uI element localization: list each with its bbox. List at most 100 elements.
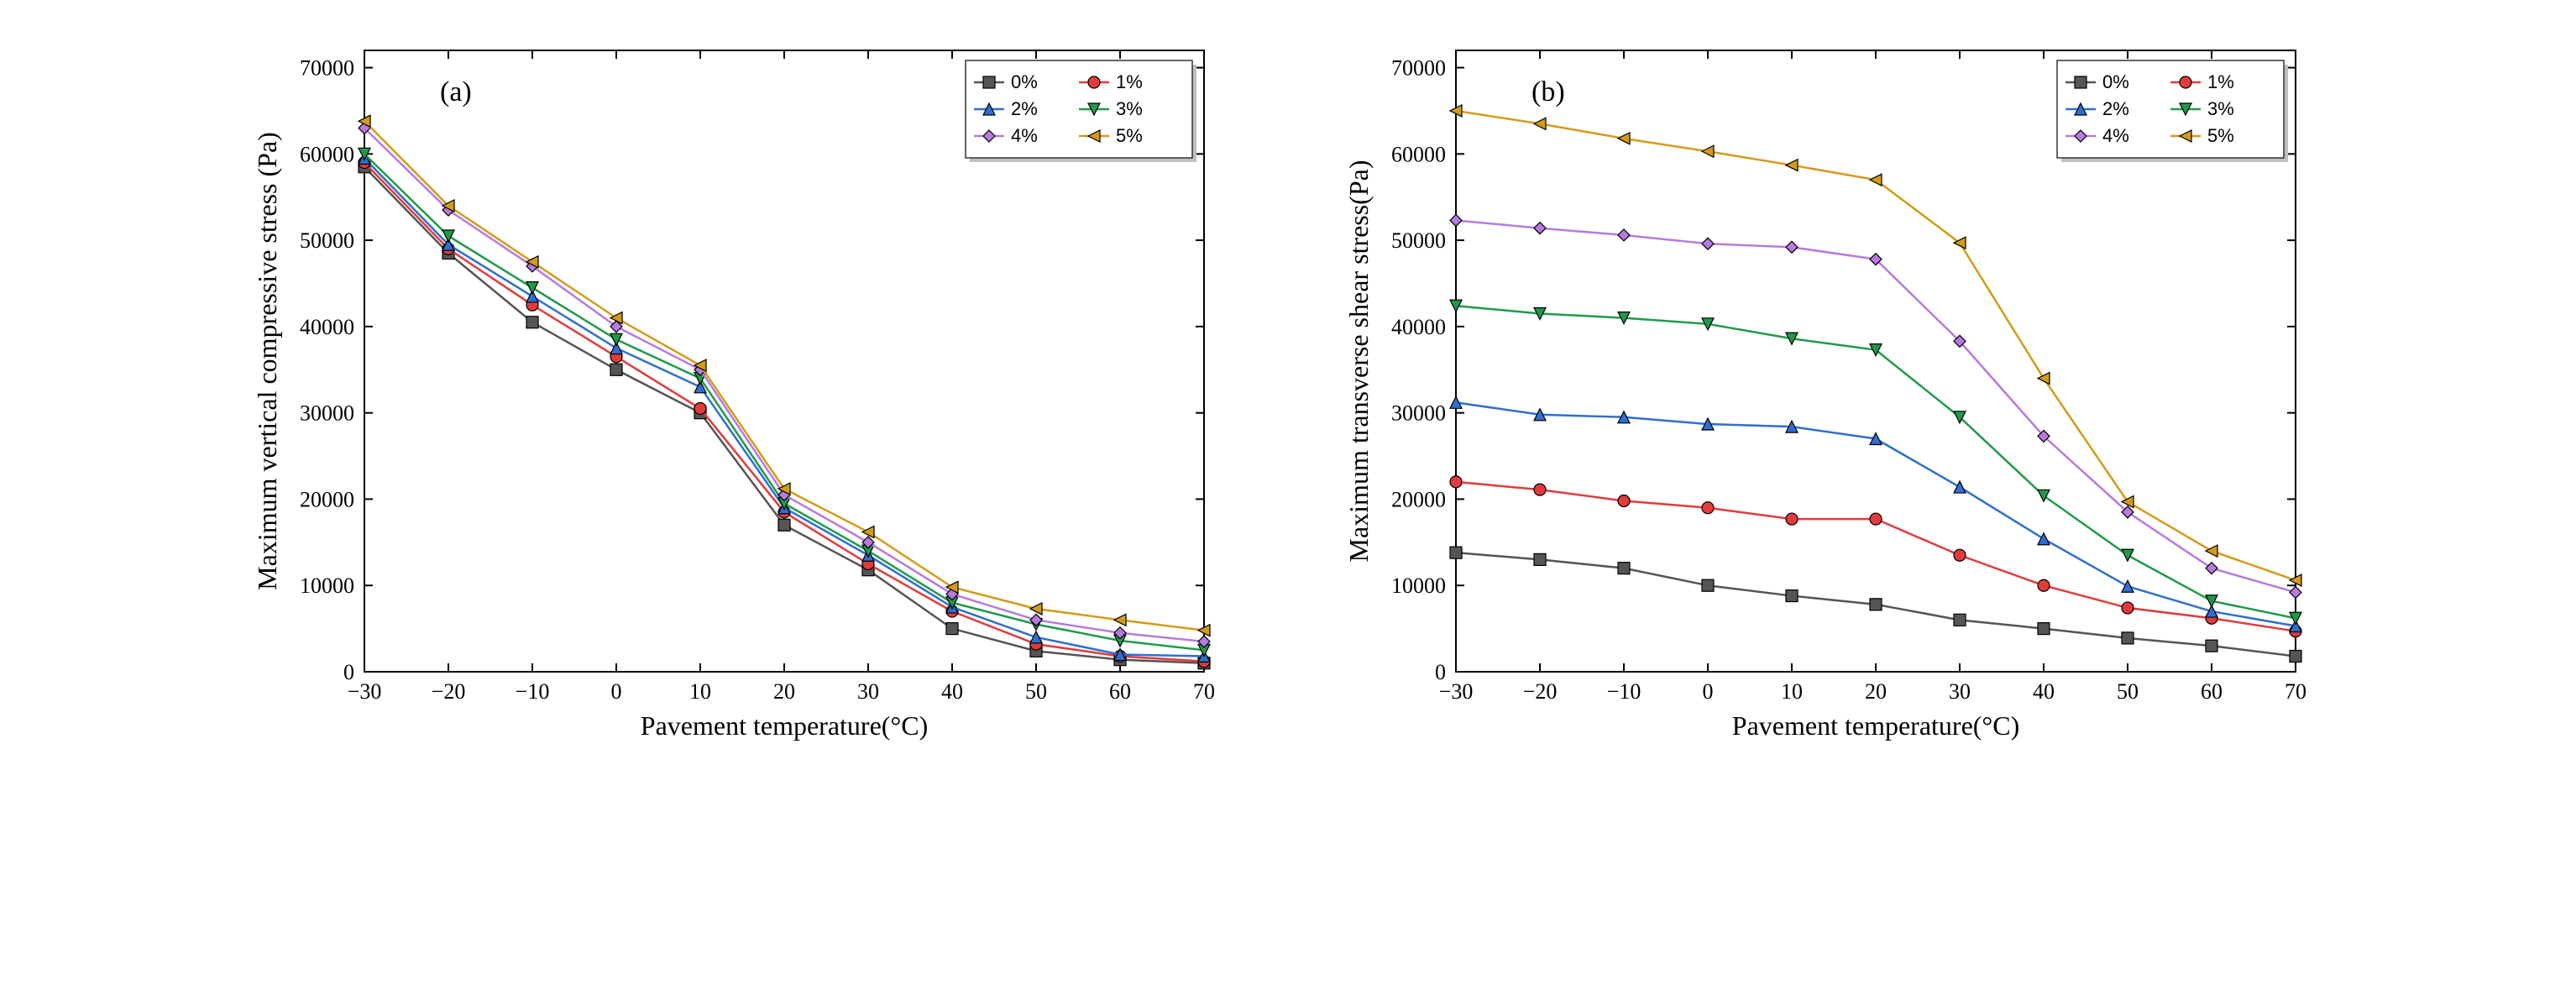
x-tick-label: 60 xyxy=(1109,679,1131,704)
x-tick-label: 0 xyxy=(611,679,622,704)
y-axis-title: Maximum transverse shear stress(Pa) xyxy=(1343,160,1374,563)
series-marker-1% xyxy=(694,403,706,415)
series-marker-1% xyxy=(1618,495,1630,507)
x-axis-title: Pavement temperature(°C) xyxy=(1732,710,2019,741)
series-marker-5% xyxy=(2038,373,2050,385)
x-tick-label: 40 xyxy=(2033,679,2055,704)
x-tick-label: 20 xyxy=(1865,679,1887,704)
series-marker-1% xyxy=(2038,579,2050,591)
series-line-5% xyxy=(364,121,1204,630)
series-marker-0% xyxy=(1618,563,1630,574)
y-tick-label: 50000 xyxy=(1391,228,1446,253)
series-marker-2% xyxy=(1954,481,1966,493)
x-tick-label: 70 xyxy=(1193,679,1215,704)
x-tick-label: 20 xyxy=(773,679,795,704)
legend-marker xyxy=(983,76,995,88)
legend-label: 0% xyxy=(2102,71,2129,92)
series-marker-2% xyxy=(2038,533,2050,545)
x-tick-label: 10 xyxy=(689,679,711,704)
y-tick-label: 10000 xyxy=(300,574,354,598)
y-tick-label: 60000 xyxy=(300,142,354,166)
y-tick-label: 20000 xyxy=(1391,487,1446,511)
series-marker-4% xyxy=(1534,223,1546,234)
series-marker-3% xyxy=(526,282,538,294)
series-marker-4% xyxy=(1618,229,1630,241)
x-tick-label: −10 xyxy=(1607,679,1641,704)
series-line-4% xyxy=(364,128,1204,642)
y-tick-label: 50000 xyxy=(300,228,354,253)
series-marker-0% xyxy=(1450,547,1462,558)
x-tick-label: 50 xyxy=(1025,679,1047,704)
y-tick-label: 0 xyxy=(343,660,354,684)
y-tick-label: 20000 xyxy=(300,487,354,511)
chart-b: −30−20−100102030405060700100002000030000… xyxy=(1330,17,2338,773)
series-marker-0% xyxy=(1702,579,1714,591)
series-marker-5% xyxy=(1030,603,1042,615)
y-tick-label: 10000 xyxy=(1391,574,1446,598)
x-tick-label: 40 xyxy=(941,679,963,704)
series-marker-5% xyxy=(1534,118,1546,129)
x-tick-label: 30 xyxy=(1949,679,1971,704)
series-marker-0% xyxy=(946,623,958,635)
x-tick-label: 30 xyxy=(857,679,879,704)
series-marker-5% xyxy=(1870,174,1882,186)
series-marker-0% xyxy=(1786,590,1798,602)
y-tick-label: 30000 xyxy=(300,401,354,426)
series-marker-4% xyxy=(2206,563,2217,574)
series-marker-1% xyxy=(1534,484,1546,495)
series-line-4% xyxy=(1456,220,2296,592)
series-marker-0% xyxy=(1534,553,1546,565)
series-marker-5% xyxy=(1618,133,1630,144)
panel-label: (b) xyxy=(1531,76,1565,107)
y-tick-label: 0 xyxy=(1435,660,1446,684)
legend-label: 4% xyxy=(1011,125,1038,146)
y-tick-label: 70000 xyxy=(300,56,354,81)
series-marker-5% xyxy=(2206,545,2217,557)
x-tick-label: 10 xyxy=(1781,679,1803,704)
series-marker-1% xyxy=(1702,502,1714,514)
series-marker-5% xyxy=(1114,614,1126,626)
y-axis-title: Maximum vertical compressive stress (Pa) xyxy=(252,132,282,590)
x-tick-label: 70 xyxy=(2285,679,2306,704)
legend-marker xyxy=(2180,76,2191,88)
y-tick-label: 60000 xyxy=(1391,142,1446,166)
x-tick-label: −20 xyxy=(1523,679,1558,704)
x-tick-label: −10 xyxy=(516,679,550,704)
series-marker-3% xyxy=(610,333,622,345)
y-tick-label: 70000 xyxy=(1391,56,1446,81)
legend-label: 1% xyxy=(1116,71,1143,92)
series-marker-0% xyxy=(2122,632,2134,644)
y-tick-label: 40000 xyxy=(1391,315,1446,339)
legend-label: 1% xyxy=(2207,71,2234,92)
series-line-0% xyxy=(364,167,1204,663)
legend-label: 0% xyxy=(1011,71,1038,92)
series-marker-0% xyxy=(610,364,622,375)
series-marker-1% xyxy=(1870,513,1882,525)
series-marker-2% xyxy=(2122,580,2134,592)
legend-marker xyxy=(1088,76,1100,88)
series-marker-0% xyxy=(778,519,790,531)
series-marker-0% xyxy=(1954,614,1966,626)
series-marker-4% xyxy=(1450,214,1462,226)
legend-label: 2% xyxy=(1011,98,1038,119)
chart-a: −30−20−100102030405060700100002000030000… xyxy=(238,17,1246,773)
legend-label: 4% xyxy=(2102,125,2129,146)
legend-label: 2% xyxy=(2102,98,2129,119)
series-marker-5% xyxy=(1786,160,1798,171)
series-marker-1% xyxy=(2122,602,2134,614)
series-marker-4% xyxy=(2290,586,2301,598)
series-marker-1% xyxy=(1450,476,1462,488)
series-marker-0% xyxy=(2206,640,2217,652)
x-tick-label: 50 xyxy=(2117,679,2139,704)
series-marker-3% xyxy=(2122,549,2134,561)
x-tick-label: 60 xyxy=(2201,679,2223,704)
legend-label: 3% xyxy=(2207,98,2234,119)
y-tick-label: 30000 xyxy=(1391,401,1446,426)
series-marker-4% xyxy=(1786,241,1798,253)
series-marker-4% xyxy=(1702,238,1714,249)
series-marker-1% xyxy=(1786,513,1798,525)
x-tick-label: −20 xyxy=(432,679,466,704)
legend-label: 3% xyxy=(1116,98,1143,119)
series-marker-0% xyxy=(2038,623,2050,635)
x-tick-label: 0 xyxy=(1703,679,1714,704)
